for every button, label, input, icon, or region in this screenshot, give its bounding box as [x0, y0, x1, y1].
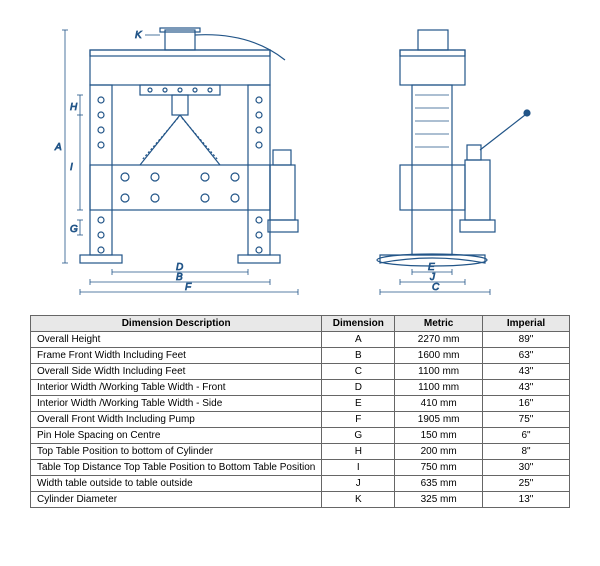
cell-desc: Cylinder Diameter	[31, 492, 322, 508]
cell-desc: Pin Hole Spacing on Centre	[31, 428, 322, 444]
dim-label-G: G	[70, 224, 78, 235]
cell-desc: Overall Front Width Including Pump	[31, 412, 322, 428]
table-row: Frame Front Width Including FeetB1600 mm…	[31, 348, 570, 364]
th-metric: Metric	[395, 316, 483, 332]
cell-dim: B	[322, 348, 395, 364]
table-row: Cylinder DiameterK325 mm13"	[31, 492, 570, 508]
cell-dim: K	[322, 492, 395, 508]
cell-desc: Table Top Distance Top Table Position to…	[31, 460, 322, 476]
dim-label-F: F	[185, 282, 192, 293]
th-desc: Dimension Description	[31, 316, 322, 332]
drawings-area: A H I G K D	[30, 20, 570, 300]
cell-metric: 1100 mm	[395, 380, 483, 396]
cell-metric: 200 mm	[395, 444, 483, 460]
cell-desc: Top Table Position to bottom of Cylinder	[31, 444, 322, 460]
table-row: Table Top Distance Top Table Position to…	[31, 460, 570, 476]
side-view: E J C	[360, 20, 540, 300]
cell-desc: Frame Front Width Including Feet	[31, 348, 322, 364]
cell-imperial: 16"	[483, 396, 570, 412]
cell-desc: Interior Width /Working Table Width - Fr…	[31, 380, 322, 396]
cell-dim: A	[322, 332, 395, 348]
table-row: Interior Width /Working Table Width - Si…	[31, 396, 570, 412]
dim-label-K: K	[135, 30, 143, 41]
cell-dim: H	[322, 444, 395, 460]
th-imperial: Imperial	[483, 316, 570, 332]
cell-imperial: 13"	[483, 492, 570, 508]
cell-dim: I	[322, 460, 395, 476]
dim-label-B: B	[176, 272, 183, 283]
table-row: Width table outside to table outsideJ635…	[31, 476, 570, 492]
cell-imperial: 43"	[483, 380, 570, 396]
cell-metric: 1600 mm	[395, 348, 483, 364]
table-row: Overall Front Width Including PumpF1905 …	[31, 412, 570, 428]
cell-metric: 410 mm	[395, 396, 483, 412]
cell-imperial: 6"	[483, 428, 570, 444]
table-row: Overall HeightA2270 mm89"	[31, 332, 570, 348]
cell-imperial: 25"	[483, 476, 570, 492]
cell-desc: Width table outside to table outside	[31, 476, 322, 492]
table-row: Interior Width /Working Table Width - Fr…	[31, 380, 570, 396]
table-row: Pin Hole Spacing on CentreG150 mm6"	[31, 428, 570, 444]
cell-metric: 150 mm	[395, 428, 483, 444]
th-dim: Dimension	[322, 316, 395, 332]
dim-label-C: C	[432, 282, 440, 293]
cell-metric: 750 mm	[395, 460, 483, 476]
cell-desc: Overall Side Width Including Feet	[31, 364, 322, 380]
cell-imperial: 43"	[483, 364, 570, 380]
dim-label-H: H	[70, 102, 78, 113]
cell-dim: E	[322, 396, 395, 412]
cell-imperial: 63"	[483, 348, 570, 364]
cell-metric: 635 mm	[395, 476, 483, 492]
cell-desc: Interior Width /Working Table Width - Si…	[31, 396, 322, 412]
cell-metric: 325 mm	[395, 492, 483, 508]
dim-label-I: I	[70, 162, 73, 173]
table-row: Top Table Position to bottom of Cylinder…	[31, 444, 570, 460]
dim-label-A: A	[54, 142, 62, 153]
cell-imperial: 8"	[483, 444, 570, 460]
cell-imperial: 30"	[483, 460, 570, 476]
dimensions-table: Dimension Description Dimension Metric I…	[30, 315, 570, 508]
front-view: A H I G K D	[30, 20, 330, 300]
cell-dim: G	[322, 428, 395, 444]
table-row: Overall Side Width Including FeetC1100 m…	[31, 364, 570, 380]
cell-metric: 1100 mm	[395, 364, 483, 380]
cell-imperial: 89"	[483, 332, 570, 348]
cell-dim: C	[322, 364, 395, 380]
cell-desc: Overall Height	[31, 332, 322, 348]
cell-dim: D	[322, 380, 395, 396]
cell-metric: 2270 mm	[395, 332, 483, 348]
cell-dim: F	[322, 412, 395, 428]
cell-metric: 1905 mm	[395, 412, 483, 428]
cell-imperial: 75"	[483, 412, 570, 428]
cell-dim: J	[322, 476, 395, 492]
